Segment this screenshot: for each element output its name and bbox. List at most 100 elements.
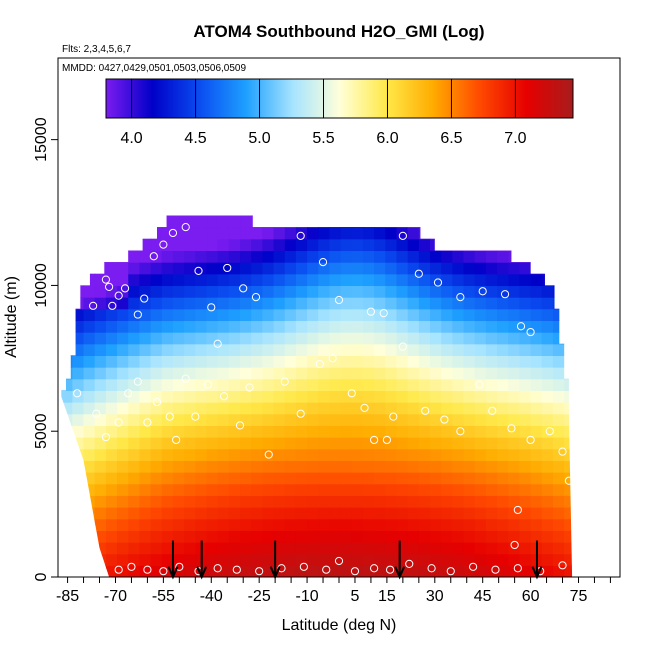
heatmap-cell	[273, 355, 286, 368]
heatmap-cell	[195, 285, 208, 298]
heatmap-cell	[184, 297, 196, 310]
heatmap-cell	[240, 262, 252, 275]
sample-point	[114, 291, 123, 300]
heatmap-cell	[519, 297, 532, 310]
heatmap-cell	[463, 472, 476, 485]
heatmap-cell	[72, 343, 85, 357]
heatmap-cell	[295, 530, 308, 543]
heatmap-cell	[508, 530, 521, 543]
heatmap-cell	[374, 518, 386, 531]
heatmap-cell	[374, 367, 386, 380]
heatmap-cell	[541, 297, 554, 310]
heatmap-cell	[117, 308, 129, 322]
sample-point	[101, 275, 110, 284]
heatmap-cell	[184, 285, 196, 298]
heatmap-cell	[150, 332, 163, 345]
heatmap-cell	[284, 402, 297, 415]
heatmap-cell	[385, 507, 398, 520]
heatmap-cell	[307, 495, 319, 508]
heatmap-cell	[396, 437, 409, 450]
heatmap-cell	[240, 378, 252, 391]
heatmap-cell	[295, 297, 308, 310]
colorbar-border	[105, 78, 574, 119]
heatmap-cell	[240, 460, 252, 473]
heatmap-cell	[474, 518, 487, 531]
heatmap-cell	[217, 518, 230, 531]
heatmap-cell	[374, 507, 386, 520]
heatmap-cell	[307, 367, 319, 380]
heatmap-cell	[564, 472, 573, 485]
heatmap-cell	[150, 390, 163, 403]
heatmap-cell	[94, 425, 107, 438]
heatmap-cell	[418, 495, 431, 508]
heatmap-cell	[150, 542, 163, 555]
heatmap-cell	[452, 542, 465, 555]
heatmap-cell	[385, 378, 398, 391]
heatmap-cell	[150, 297, 163, 310]
heatmap-cell	[284, 542, 297, 555]
heatmap-cell	[418, 472, 431, 485]
x-tick-label: 60	[522, 588, 540, 605]
heatmap-cell	[564, 565, 573, 577]
heatmap-cell	[519, 402, 532, 415]
heatmap-cell	[407, 285, 420, 298]
heatmap-cell	[519, 262, 532, 275]
heatmap-cell	[564, 378, 573, 391]
heatmap-cell	[94, 343, 107, 357]
heatmap-cell	[228, 273, 241, 287]
heatmap-cell	[172, 565, 185, 577]
heatmap-cell	[541, 413, 554, 426]
heatmap-cell	[217, 495, 230, 508]
heatmap-cell	[117, 507, 129, 520]
heatmap-cell	[318, 472, 331, 485]
heatmap-cell	[351, 448, 364, 461]
heatmap-cell	[150, 565, 163, 577]
heatmap-cell	[273, 378, 286, 391]
heatmap-cell	[128, 472, 141, 485]
heatmap-cell	[83, 472, 96, 485]
y-tick-label: 0	[33, 572, 50, 581]
heatmap-cell	[217, 437, 230, 450]
heatmap-cell	[351, 285, 364, 298]
sample-point	[232, 565, 241, 574]
heatmap-cell	[240, 250, 252, 263]
heatmap-cell	[150, 495, 163, 508]
heatmap-cell	[418, 483, 431, 496]
heatmap-cell	[217, 472, 230, 485]
heatmap-cell	[541, 553, 554, 566]
x-tick-label: -55	[152, 588, 175, 605]
heatmap-cell	[530, 437, 543, 450]
sample-point	[280, 377, 289, 386]
heatmap-cell	[340, 285, 353, 298]
heatmap-cell	[407, 425, 420, 438]
heatmap-cell	[441, 518, 453, 531]
heatmap-cell	[295, 273, 308, 287]
heatmap-cell	[139, 308, 152, 322]
heatmap-cell	[329, 390, 342, 403]
heatmap-cell	[128, 250, 141, 263]
heatmap-cell	[83, 437, 96, 450]
heatmap-cell	[217, 553, 230, 566]
heatmap-cell	[418, 565, 431, 577]
heatmap-cell	[351, 553, 364, 566]
heatmap-cell	[105, 472, 118, 485]
flights-subtitle: Flts: 2,3,4,5,6,7	[62, 44, 131, 55]
heatmap-cell	[228, 227, 241, 240]
sample-point	[207, 303, 216, 312]
sample-point	[168, 228, 178, 238]
heatmap-cell	[374, 472, 386, 485]
heatmap-cell	[206, 227, 219, 240]
heatmap-cell	[295, 355, 308, 368]
heatmap-cell	[340, 238, 353, 252]
heatmap-cell	[396, 355, 409, 368]
heatmap-cell	[474, 285, 487, 298]
heatmap-cell	[474, 297, 487, 310]
heatmap-cell	[128, 518, 141, 531]
heatmap-cell	[396, 273, 409, 287]
heatmap-cell	[519, 565, 532, 577]
heatmap-cell	[184, 250, 196, 263]
heatmap-cell	[385, 227, 398, 240]
heatmap-cell	[262, 320, 275, 333]
heatmap-cell	[139, 343, 152, 357]
heatmap-cell	[228, 367, 241, 380]
